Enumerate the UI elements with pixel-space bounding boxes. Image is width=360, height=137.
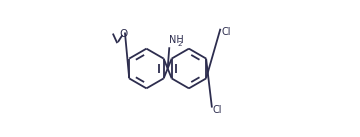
Text: 2: 2: [177, 41, 182, 47]
Text: O: O: [120, 29, 128, 38]
Text: NH: NH: [169, 35, 184, 45]
Text: Cl: Cl: [221, 27, 231, 36]
Text: Cl: Cl: [213, 105, 222, 115]
